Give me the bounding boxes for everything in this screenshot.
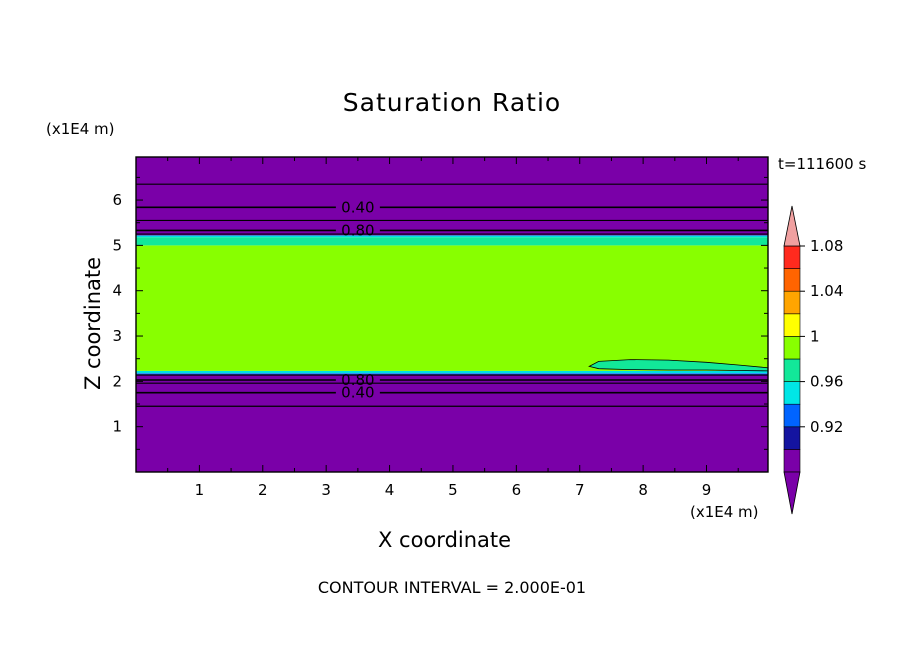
z-axis-unit: (x1E4 m)	[46, 120, 115, 138]
colorbar-label: 1	[810, 327, 820, 345]
colorbar-label: 0.96	[810, 373, 843, 391]
x-axis-unit: (x1E4 m)	[690, 503, 759, 521]
contour-line-label: 0.40	[341, 198, 374, 216]
colorbar-swatch	[783, 313, 801, 337]
x-tick-label: 6	[512, 481, 522, 499]
x-tick-label: 2	[258, 481, 268, 499]
x-tick-label: 8	[638, 481, 648, 499]
z-tick-label: 6	[112, 191, 122, 209]
colorbar-swatch	[783, 336, 801, 360]
z-tick-label: 5	[112, 236, 122, 254]
colorbar-swatch	[783, 290, 801, 315]
chart-title: Saturation Ratio	[342, 88, 562, 117]
colorbar-label: 1.08	[810, 237, 843, 255]
contour-line-label: 0.80	[341, 371, 374, 389]
contour-band	[136, 235, 768, 238]
contour-band	[136, 373, 768, 375]
plot-frame	[135, 156, 769, 473]
colorbar-swatch	[783, 449, 801, 473]
x-axis-label: X coordinate	[378, 528, 512, 552]
contour-line-label: 0.80	[341, 221, 374, 239]
contour-line-label: 0.40	[341, 384, 374, 402]
colorbar-top-arrow	[783, 205, 801, 247]
x-tick-label: 5	[448, 481, 458, 499]
colorbar-bottom-arrow	[783, 471, 801, 515]
colorbar-swatch	[783, 358, 801, 382]
colorbar-swatch	[783, 403, 801, 428]
x-tick-label: 1	[195, 481, 205, 499]
x-tick-label: 4	[385, 481, 395, 499]
x-tick-label: 9	[702, 481, 712, 499]
contour-band	[136, 157, 768, 236]
z-tick-label: 4	[112, 282, 122, 300]
time-label: t=111600 s	[778, 155, 867, 173]
colorbar-swatch	[783, 426, 801, 450]
z-tick-label: 2	[112, 372, 122, 390]
colorbar-swatch	[783, 245, 801, 269]
x-tick-label: 3	[321, 481, 331, 499]
contour-band	[136, 237, 768, 246]
colorbar-label: 0.92	[810, 418, 843, 436]
contour-band	[136, 245, 768, 371]
z-tick-label: 3	[112, 327, 122, 345]
contour-band	[136, 370, 768, 374]
x-tick-label: 7	[575, 481, 585, 499]
contour-band	[136, 374, 768, 472]
z-tick-label: 1	[112, 418, 122, 436]
colorbar-label: 1.04	[810, 282, 843, 300]
colorbar-swatch	[783, 381, 801, 405]
contour-interval-label: CONTOUR INTERVAL = 2.000E-01	[317, 578, 587, 597]
colorbar-swatch	[783, 268, 801, 292]
